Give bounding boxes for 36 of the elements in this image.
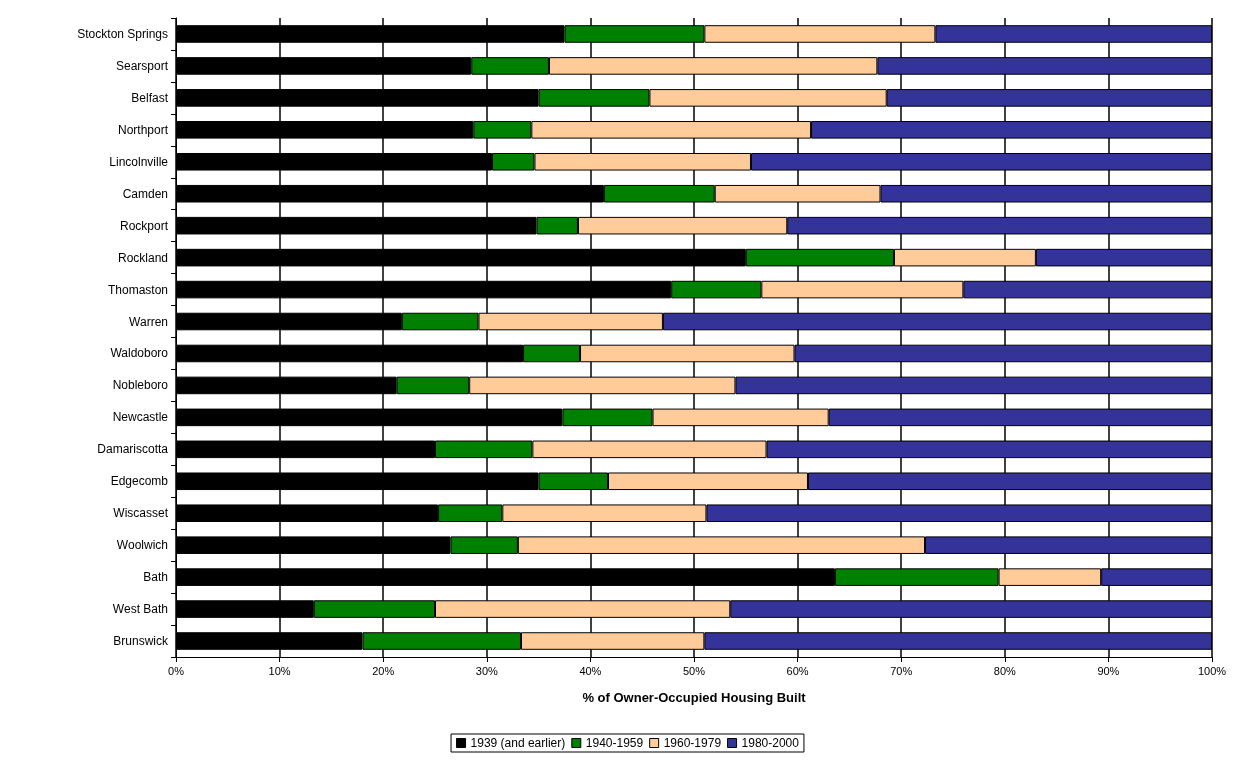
y-tick-label: Nobleboro [112, 378, 169, 393]
y-tick-label: Thomaston [107, 282, 168, 297]
y-tick-label: Rockland [117, 250, 168, 265]
x-tick-label: 60% [786, 664, 809, 677]
y-tick-label: Wiscasset [113, 506, 169, 521]
legend-label: 1960-1979 [663, 736, 722, 750]
x-tick-label: 0% [168, 664, 185, 677]
x-tick-label: 10% [268, 664, 291, 677]
y-tick-label: Northport [117, 122, 169, 137]
y-tick-label: Brunswick [113, 634, 169, 649]
legend-label: 1939 (and earlier) [470, 736, 566, 750]
x-tick-label: 90% [1097, 664, 1120, 677]
y-tick-label: Bath [143, 570, 168, 585]
legend-label: 1980-2000 [741, 736, 800, 750]
legend-label: 1940-1959 [585, 736, 644, 750]
y-tick-label: Woolwich [116, 538, 168, 553]
x-axis-title: % of Owner-Occupied Housing Built [582, 690, 807, 705]
y-tick-label: Camden [122, 186, 168, 201]
y-tick-label: Waldoboro [110, 346, 169, 361]
y-tick-label: Edgecomb [110, 474, 169, 489]
y-tick-label: Lincolnville [109, 154, 169, 169]
y-tick-label: Newcastle [112, 410, 169, 425]
x-tick-label: 50% [682, 664, 706, 677]
x-tick-label: 100% [1197, 664, 1227, 677]
x-tick-label: 80% [993, 664, 1017, 677]
x-tick-label: 30% [475, 664, 499, 677]
y-tick-label: Belfast [131, 90, 169, 105]
x-tick-label: 70% [890, 664, 913, 677]
y-tick-label: Searsport [115, 58, 169, 73]
y-tick-label: West Bath [112, 602, 168, 617]
x-tick-label: 20% [372, 664, 395, 677]
y-tick-label: Stockton Springs [77, 26, 168, 41]
y-tick-label: Warren [129, 314, 168, 329]
y-tick-label: Damariscotta [97, 442, 169, 457]
x-tick-label: 40% [579, 664, 602, 677]
y-tick-label: Rockport [119, 218, 169, 233]
